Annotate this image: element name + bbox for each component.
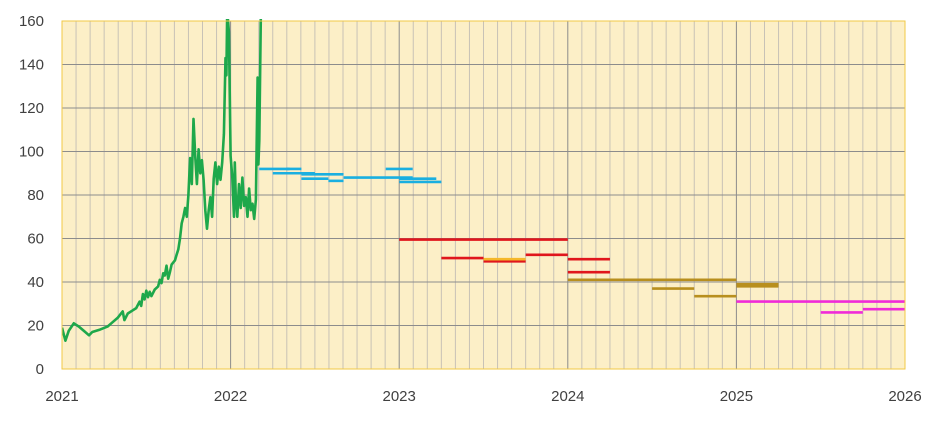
x-tick-label: 2025 bbox=[720, 388, 753, 405]
x-tick-label: 2021 bbox=[45, 388, 78, 405]
y-tick-label: 40 bbox=[27, 274, 44, 291]
y-tick-label: 160 bbox=[19, 13, 44, 30]
y-tick-label: 120 bbox=[19, 100, 44, 117]
y-tick-label: 20 bbox=[27, 318, 44, 335]
y-tick-label: 80 bbox=[27, 187, 44, 204]
y-tick-label: 0 bbox=[36, 361, 44, 378]
x-tick-label: 2023 bbox=[383, 388, 416, 405]
x-axis-tick-labels: 2021 2022 2023 2024 2025 2026 bbox=[45, 388, 921, 405]
y-axis-tick-labels: 0 20 40 60 80 100 120 140 160 bbox=[19, 13, 44, 378]
y-tick-label: 100 bbox=[19, 144, 44, 161]
series-layer bbox=[62, 19, 905, 342]
y-tick-label: 140 bbox=[19, 57, 44, 74]
history-price-line bbox=[62, 19, 263, 342]
x-tick-label: 2024 bbox=[551, 388, 584, 405]
plot-border bbox=[61, 20, 906, 370]
x-tick-label: 2026 bbox=[888, 388, 921, 405]
x-tick-label: 2022 bbox=[214, 388, 247, 405]
y-tick-label: 60 bbox=[27, 231, 44, 248]
